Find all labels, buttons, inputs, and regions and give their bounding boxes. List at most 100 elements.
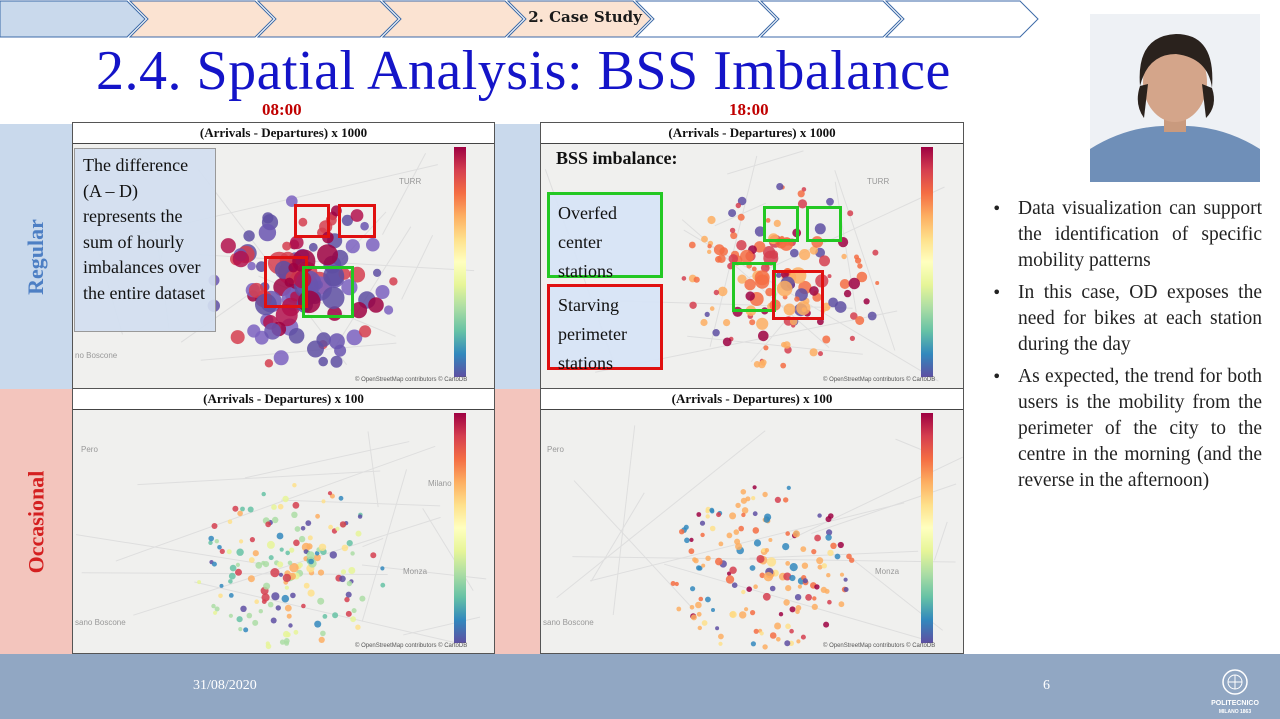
breadcrumb-step-5[interactable]: [506, 0, 652, 38]
station-dot: [228, 572, 236, 580]
breadcrumb-active-label[interactable]: 2. Case Study: [528, 8, 642, 26]
station-dot: [317, 569, 325, 576]
station-dot: [785, 585, 792, 592]
station-dot: [729, 610, 737, 619]
breadcrumb-step-6[interactable]: [634, 0, 777, 38]
highlight-box-green: [302, 266, 354, 318]
station-dot: [765, 218, 771, 223]
logo-text-line2: MILANO 1863: [1218, 709, 1252, 715]
station-dot: [282, 241, 292, 251]
breadcrumb-step-3[interactable]: [256, 0, 399, 38]
map-road: [683, 229, 939, 382]
map-place-label: Monza: [403, 567, 428, 576]
map-dots-regular-morning: [88, 153, 475, 368]
bullet-item: • As expected, the trend for both users …: [992, 364, 1262, 494]
station-dot: [823, 621, 830, 628]
map-panel-occasional-evening[interactable]: (Arrivals - Departures) x 100 Pero Monza…: [540, 388, 964, 654]
station-dot: [701, 620, 708, 626]
station-dot: [208, 535, 214, 542]
station-dot: [826, 573, 831, 578]
station-dot: [355, 624, 361, 630]
breadcrumb-step-4[interactable]: [381, 0, 524, 38]
note-starving: Starving perimeter stations: [547, 284, 663, 373]
station-dot: [303, 582, 310, 589]
station-dot: [856, 271, 868, 283]
university-logo: POLITECNICO MILANO 1863: [1200, 668, 1270, 716]
map-road: [573, 480, 693, 608]
breadcrumb-step-7[interactable]: [759, 0, 902, 38]
station-dot: [300, 526, 306, 531]
station-dot: [688, 548, 695, 555]
station-dot: [741, 589, 746, 595]
station-dot: [792, 530, 800, 538]
station-dot: [230, 330, 245, 345]
station-dot: [228, 613, 233, 618]
map-road: [834, 170, 896, 351]
colorbar-legend: [454, 147, 466, 377]
station-dot: [307, 589, 315, 597]
station-dot: [247, 575, 255, 583]
breadcrumb-step-8[interactable]: [884, 0, 1039, 38]
station-dot: [238, 627, 243, 632]
station-dot: [817, 318, 824, 326]
station-dot: [277, 561, 284, 568]
note-difference: The difference (A – D) represents the su…: [74, 148, 216, 332]
station-dot: [768, 538, 773, 542]
station-dot: [759, 631, 764, 636]
station-dot: [213, 610, 218, 615]
station-dot: [750, 641, 756, 647]
station-dot: [781, 341, 787, 348]
station-dot: [246, 612, 253, 619]
map-panel-occasional-morning[interactable]: (Arrivals - Departures) x 100 Pero Milan…: [72, 388, 495, 654]
map-road: [280, 499, 441, 507]
station-dot: [741, 507, 749, 514]
station-dot: [208, 540, 213, 545]
station-dot: [848, 277, 860, 290]
breadcrumb-step-2[interactable]: [128, 0, 274, 38]
station-dot: [322, 614, 328, 619]
station-dot: [749, 319, 756, 326]
station-dot: [713, 289, 720, 296]
station-dot: [740, 249, 754, 264]
station-dot: [303, 549, 309, 554]
map-road: [933, 521, 948, 561]
station-dot: [722, 337, 732, 347]
station-dot: [780, 362, 787, 369]
station-dot: [731, 582, 738, 588]
panel-header: (Arrivals - Departures) x 100: [541, 389, 963, 410]
map-place-label: Monza: [875, 567, 900, 576]
station-dot: [843, 577, 848, 582]
highlight-box-red: [294, 204, 330, 238]
breadcrumb-step-1[interactable]: [0, 0, 146, 38]
station-dot: [707, 215, 716, 225]
map-road: [133, 516, 441, 616]
station-dot: [308, 242, 318, 252]
station-dot: [718, 641, 723, 646]
station-dot: [293, 539, 300, 547]
station-dot: [849, 335, 855, 341]
station-dot: [849, 557, 855, 563]
station-dot: [766, 557, 777, 567]
station-dot: [783, 572, 792, 581]
row-label-regular: Regular: [0, 124, 72, 389]
station-dot: [689, 537, 694, 542]
station-dot: [351, 608, 357, 614]
map-road: [244, 441, 410, 479]
station-dot: [350, 616, 356, 623]
map-road: [811, 483, 957, 534]
station-dot: [783, 497, 789, 503]
panel-header: (Arrivals - Departures) x 1000: [541, 123, 963, 144]
station-dot: [875, 281, 880, 285]
station-dot: [729, 566, 737, 574]
station-dot: [306, 551, 315, 560]
station-dot: [759, 572, 766, 579]
station-dot: [219, 548, 225, 554]
bullet-dot: •: [992, 199, 1002, 218]
station-dot: [282, 573, 292, 583]
station-dot: [843, 289, 852, 298]
station-dot: [729, 512, 737, 520]
station-dot: [774, 622, 782, 630]
station-dot: [339, 521, 347, 528]
station-dot: [268, 555, 274, 561]
station-dot: [744, 607, 749, 612]
